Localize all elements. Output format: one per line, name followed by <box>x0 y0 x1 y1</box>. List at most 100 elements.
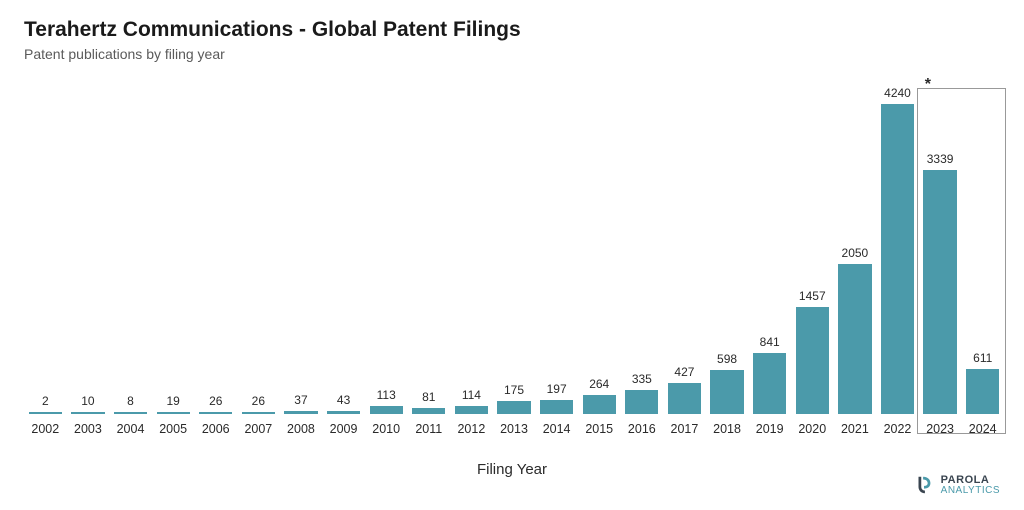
bar <box>412 408 445 414</box>
x-tick-label: 2006 <box>202 422 230 436</box>
bar <box>753 353 786 414</box>
asterisk-icon: * <box>925 76 931 94</box>
x-tick-label: 2022 <box>884 422 912 436</box>
bar-value-label: 26 <box>209 394 222 408</box>
bar-cell: 1972014 <box>535 74 578 414</box>
bar-value-label: 2 <box>42 394 49 408</box>
x-tick-label: 2013 <box>500 422 528 436</box>
bar-value-label: 19 <box>166 394 179 408</box>
bar-value-label: 1457 <box>799 289 826 303</box>
bar-value-label: 113 <box>377 388 396 402</box>
x-tick-label: 2007 <box>244 422 272 436</box>
bar <box>966 369 999 414</box>
bar-cell: 22002 <box>24 74 67 414</box>
bar <box>540 400 573 414</box>
x-tick-label: 2010 <box>372 422 400 436</box>
bar <box>29 412 62 414</box>
bar-cell: 4272017 <box>663 74 706 414</box>
bar <box>923 170 956 414</box>
x-tick-label: 2002 <box>31 422 59 436</box>
x-tick-label: 2004 <box>117 422 145 436</box>
bar-value-label: 43 <box>337 393 350 407</box>
bar-cell: *33392023 <box>919 74 962 414</box>
bar <box>114 412 147 414</box>
bar-cell: 1132010 <box>365 74 408 414</box>
x-tick-label: 2003 <box>74 422 102 436</box>
bar <box>497 401 530 414</box>
bar <box>455 406 488 414</box>
bar-cell: 1752013 <box>493 74 536 414</box>
bar-value-label: 175 <box>504 383 524 397</box>
x-tick-label: 2021 <box>841 422 869 436</box>
bar-value-label: 427 <box>674 365 694 379</box>
bar <box>838 264 871 414</box>
bar-value-label: 3339 <box>927 152 954 166</box>
bar-cell: 20502021 <box>834 74 877 414</box>
bar <box>796 307 829 414</box>
bar-cell: 372008 <box>280 74 323 414</box>
bar-value-label: 335 <box>632 372 652 386</box>
x-tick-label: 2015 <box>585 422 613 436</box>
x-tick-label: 2018 <box>713 422 741 436</box>
bar-value-label: 2050 <box>842 246 869 260</box>
bar <box>710 370 743 414</box>
bars-row: 2200210200382004192005262006262007372008… <box>24 74 1004 414</box>
bar-value-label: 114 <box>462 388 481 402</box>
bar-cell: 262006 <box>194 74 237 414</box>
logo-line1: PAROLA <box>941 475 1000 486</box>
bar <box>199 412 232 414</box>
x-tick-label: 2014 <box>543 422 571 436</box>
bar-cell: 262007 <box>237 74 280 414</box>
bar <box>242 412 275 414</box>
bar-value-label: 841 <box>760 335 780 349</box>
x-tick-label: 2024 <box>969 422 997 436</box>
bar <box>881 104 914 414</box>
brand-logo: PAROLA ANALYTICS <box>913 474 1000 496</box>
chart-title: Terahertz Communications - Global Patent… <box>24 18 1000 42</box>
bar-value-label: 37 <box>294 393 307 407</box>
bar <box>370 406 403 414</box>
bar-cell: 14572020 <box>791 74 834 414</box>
bar-cell: 812011 <box>407 74 450 414</box>
bar-cell: 82004 <box>109 74 152 414</box>
chart-area: 2200210200382004192005262006262007372008… <box>24 70 1004 440</box>
bar-value-label: 81 <box>422 390 435 404</box>
x-tick-label: 2005 <box>159 422 187 436</box>
bar <box>583 395 616 414</box>
bar-cell: 102003 <box>67 74 110 414</box>
bar-value-label: 598 <box>717 352 737 366</box>
x-tick-label: 2011 <box>415 422 442 436</box>
x-tick-label: 2020 <box>798 422 826 436</box>
x-tick-label: 2023 <box>926 422 954 436</box>
logo-text: PAROLA ANALYTICS <box>941 475 1000 496</box>
bar-cell: 3352016 <box>621 74 664 414</box>
bar <box>284 411 317 414</box>
bar-cell: 1142012 <box>450 74 493 414</box>
bar-cell: 432009 <box>322 74 365 414</box>
bar-value-label: 611 <box>973 351 992 365</box>
bar-cell: 42402022 <box>876 74 919 414</box>
bar <box>625 390 658 414</box>
bar-cell: 192005 <box>152 74 195 414</box>
bar-value-label: 197 <box>547 382 567 396</box>
x-axis-title: Filing Year <box>477 461 547 478</box>
x-tick-label: 2016 <box>628 422 656 436</box>
bar <box>327 411 360 414</box>
logo-line2: ANALYTICS <box>941 486 1000 496</box>
bar <box>157 412 190 414</box>
x-tick-label: 2009 <box>330 422 358 436</box>
chart-subtitle: Patent publications by filing year <box>24 46 1000 62</box>
bar-value-label: 26 <box>252 394 265 408</box>
bar-value-label: 4240 <box>884 86 911 100</box>
bar <box>71 412 104 414</box>
x-tick-label: 2012 <box>457 422 485 436</box>
bar-value-label: 10 <box>81 394 94 408</box>
x-tick-label: 2017 <box>671 422 699 436</box>
chart-container: Terahertz Communications - Global Patent… <box>0 0 1024 510</box>
bar <box>668 383 701 414</box>
x-tick-label: 2008 <box>287 422 315 436</box>
bar-cell: 5982018 <box>706 74 749 414</box>
bar-cell: 2642015 <box>578 74 621 414</box>
bar-value-label: 264 <box>589 377 609 391</box>
x-tick-label: 2019 <box>756 422 784 436</box>
